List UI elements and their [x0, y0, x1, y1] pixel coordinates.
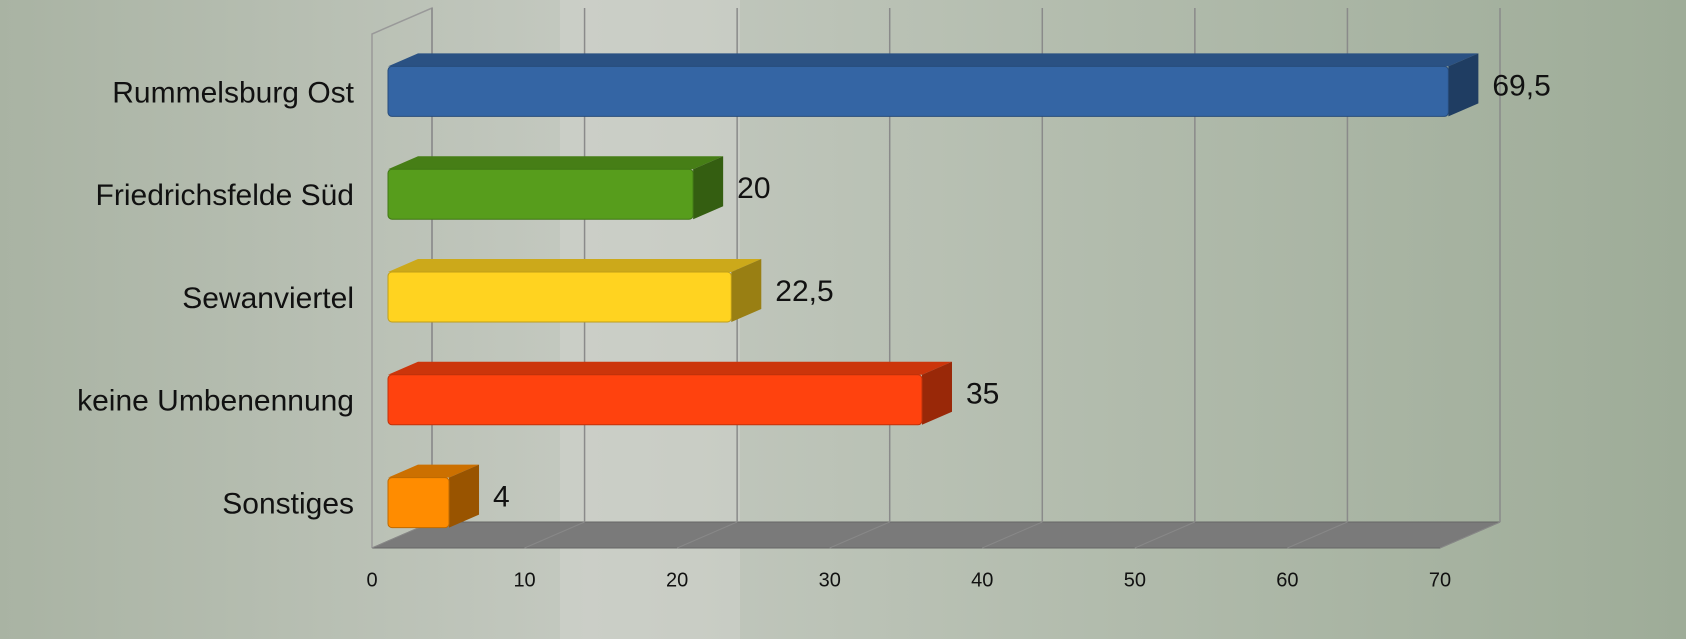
- bar: [387, 374, 923, 426]
- value-label: 35: [966, 378, 999, 411]
- bar-side: [449, 464, 480, 528]
- x-tick-label: 40: [971, 569, 993, 591]
- floor: [371, 521, 1501, 549]
- x-tick-label: 50: [1124, 569, 1146, 591]
- value-label: 69,5: [1492, 69, 1550, 102]
- bar-side: [693, 156, 724, 220]
- value-label: 4: [493, 481, 510, 514]
- bar-top: [388, 156, 724, 170]
- category-label: Friedrichsfelde Süd: [96, 179, 354, 212]
- bar-side: [922, 361, 952, 425]
- bar: [387, 271, 732, 323]
- bar-top: [388, 464, 480, 478]
- bar: [387, 65, 1449, 117]
- value-label: 22,5: [775, 275, 833, 308]
- bar: [387, 168, 694, 220]
- bar-side: [731, 259, 762, 322]
- category-label: Sonstiges: [222, 488, 354, 521]
- x-tick-label: 10: [513, 569, 535, 591]
- bar-top: [388, 361, 952, 375]
- x-tick-label: 70: [1429, 569, 1451, 591]
- floor-line: [829, 521, 890, 549]
- category-label: Sewanviertel: [182, 282, 354, 315]
- x-tick-label: 60: [1276, 569, 1298, 591]
- category-label: Rummelsburg Ost: [112, 76, 354, 109]
- floor-line: [676, 521, 738, 549]
- x-tick-label: 30: [819, 569, 841, 591]
- x-tick-label: 20: [666, 569, 688, 591]
- x-tick-label: 0: [366, 569, 377, 591]
- value-label: 20: [737, 172, 770, 205]
- floor-line: [982, 521, 1043, 549]
- floor-line: [1134, 521, 1196, 549]
- floor-line: [1439, 521, 1501, 549]
- floor-line: [524, 521, 585, 549]
- bar: [387, 477, 450, 529]
- category-label: keine Umbenennung: [77, 385, 354, 418]
- bar-side: [1448, 53, 1479, 117]
- bar-top: [388, 53, 1479, 67]
- bar-top: [388, 259, 762, 272]
- floor-line: [1287, 521, 1348, 549]
